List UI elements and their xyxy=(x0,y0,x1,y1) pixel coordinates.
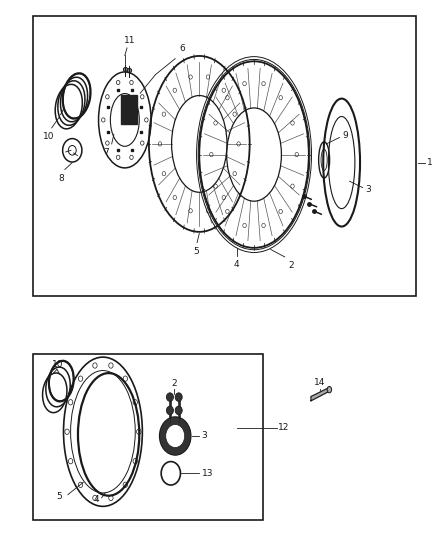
Text: 4: 4 xyxy=(94,496,99,504)
Text: 4: 4 xyxy=(234,260,239,269)
Text: 1: 1 xyxy=(427,158,433,167)
Text: 12: 12 xyxy=(278,424,290,432)
Circle shape xyxy=(175,406,182,415)
Circle shape xyxy=(166,406,173,415)
Text: 13: 13 xyxy=(201,469,213,478)
Text: 10: 10 xyxy=(43,132,55,141)
Circle shape xyxy=(175,393,182,401)
Text: 5: 5 xyxy=(56,492,62,501)
Ellipse shape xyxy=(327,386,332,393)
Text: 14: 14 xyxy=(314,378,325,387)
Bar xyxy=(33,354,263,520)
Text: 9: 9 xyxy=(343,132,348,140)
Text: 6: 6 xyxy=(179,44,185,53)
Text: 7: 7 xyxy=(103,148,109,157)
Circle shape xyxy=(166,393,173,401)
Bar xyxy=(33,16,416,296)
Polygon shape xyxy=(311,387,329,401)
Text: 3: 3 xyxy=(366,185,371,193)
Text: 2: 2 xyxy=(172,379,177,388)
Text: 3: 3 xyxy=(201,432,207,440)
Text: 2: 2 xyxy=(289,261,294,270)
Circle shape xyxy=(159,417,191,455)
Text: 5: 5 xyxy=(193,247,199,256)
Bar xyxy=(121,95,137,124)
Text: 11: 11 xyxy=(124,36,135,45)
Circle shape xyxy=(166,424,185,448)
Text: 8: 8 xyxy=(58,174,64,183)
Text: 10: 10 xyxy=(52,360,64,369)
